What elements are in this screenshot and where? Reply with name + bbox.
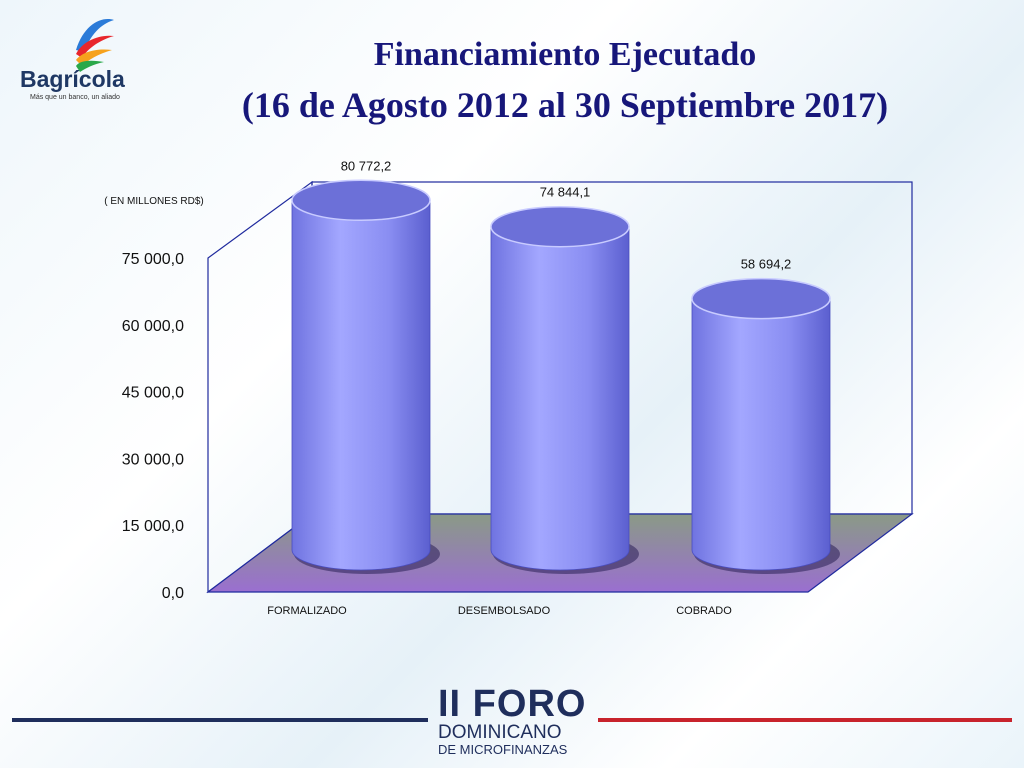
logo-tagline: Más que un banco, un aliado <box>30 94 120 101</box>
foro-logo-line3: DE MICROFINANZAS <box>438 742 568 757</box>
foro-logo: II FORO DOMINICANO DE MICROFINANZAS <box>438 684 588 764</box>
y-tick-label: 75 000,0 <box>122 251 184 268</box>
bar-chart: 0,0 15 000,0 30 000,0 45 000,0 60 000,0 75 00… <box>104 158 914 617</box>
bar-top <box>490 205 630 248</box>
bagricola-swoosh-icon <box>76 19 114 72</box>
bar-body <box>490 226 630 571</box>
logo-name: Bagrícola <box>20 66 125 92</box>
bar-body <box>291 199 431 571</box>
data-label: 74 844,1 <box>540 185 591 200</box>
bar <box>490 205 639 574</box>
y-tick-label: 0,0 <box>162 585 184 602</box>
footer-line-right <box>598 718 1012 722</box>
bar <box>691 277 840 574</box>
y-tick-label: 60 000,0 <box>122 318 184 335</box>
page-title: Financiamiento Ejecutado <box>373 36 757 73</box>
x-tick-label: COBRADO <box>676 605 732 617</box>
page-subtitle: (16 de Agosto 2012 al 30 Septiembre 2017… <box>241 85 889 125</box>
footer-line-left <box>12 718 428 722</box>
x-tick-label: FORMALIZADO <box>267 605 347 617</box>
bar-series: 80 772,2 74 844,1 58 694,2 <box>291 158 840 574</box>
bagricola-logo <box>18 14 148 114</box>
x-axis: FORMALIZADO DESEMBOLSADO COBRADO <box>267 605 732 617</box>
y-tick-label: 30 000,0 <box>122 451 184 468</box>
bar-top <box>691 277 831 320</box>
bar-top <box>291 179 431 222</box>
y-tick-label: 15 000,0 <box>122 518 184 535</box>
bar <box>291 179 440 574</box>
x-tick-label: DESEMBOLSADO <box>458 605 551 617</box>
foro-logo-line2: DOMINICANO <box>438 722 562 743</box>
y-tick-label: 45 000,0 <box>122 385 184 402</box>
bar-body <box>691 298 831 571</box>
y-axis: 0,0 15 000,0 30 000,0 45 000,0 60 000,0 75 00… <box>122 251 184 602</box>
data-label: 80 772,2 <box>341 158 392 173</box>
unit-label: ( EN MILLONES RD$) <box>104 196 203 207</box>
data-label: 58 694,2 <box>741 257 792 272</box>
foro-logo-title: II FORO <box>438 683 587 725</box>
